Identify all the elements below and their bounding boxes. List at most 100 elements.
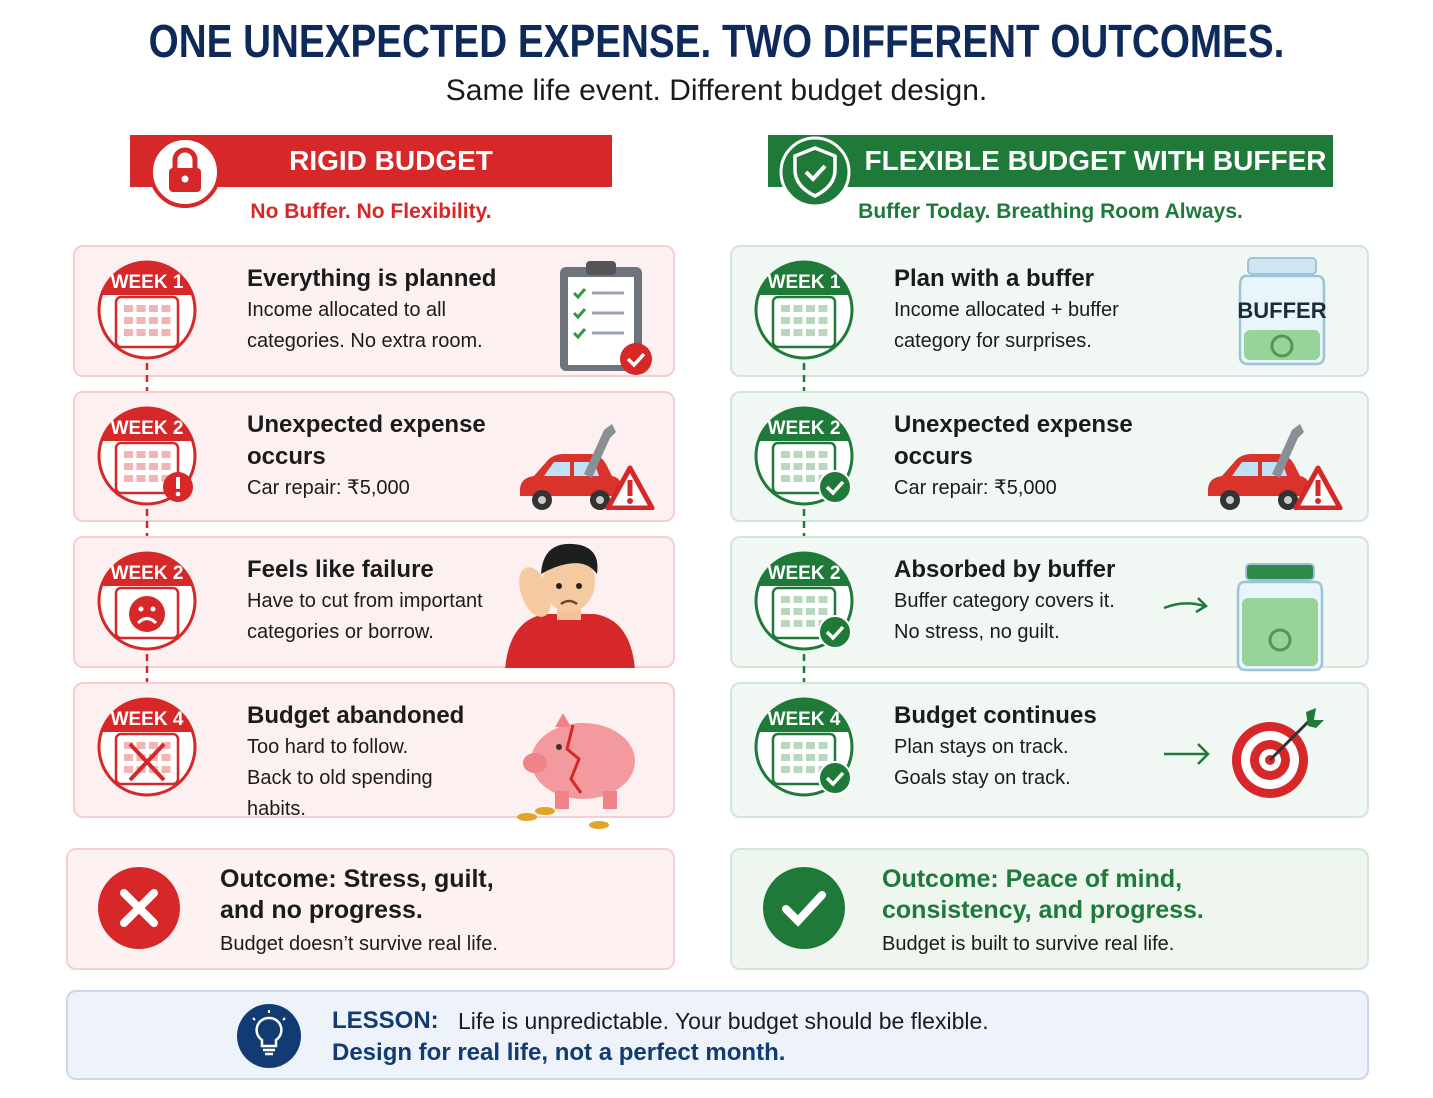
- icon-part: [589, 821, 609, 829]
- step-text: Budget abandoned Too hard to follow. Back …: [247, 700, 517, 825]
- icon-part: [592, 291, 624, 335]
- icon-part: [793, 475, 803, 482]
- icon-part: [172, 147, 198, 168]
- icon-part: [825, 625, 845, 641]
- step-text: Budget continues Plan stays on track. Goal…: [894, 700, 1164, 794]
- icon-part: [781, 766, 790, 773]
- step-description: categories. No extra room.: [247, 330, 483, 352]
- step-illustration: [1163, 563, 1324, 672]
- step-illustration: [1208, 424, 1343, 510]
- outcome-summary: Budget doesn’t survive real life.: [220, 933, 498, 955]
- step-text: Feels like failure Have to cut from impor…: [247, 554, 517, 648]
- outcome-text: Outcome: Stress, guilt, and no progress. B…: [220, 864, 498, 959]
- icon-part: [535, 807, 555, 815]
- icon-part: [793, 596, 803, 603]
- icon-part: [793, 620, 803, 627]
- icon-part: [560, 599, 578, 606]
- icon-part: [781, 305, 790, 312]
- step-description: Plan stays on track.: [894, 736, 1069, 758]
- icon-part: [1268, 628, 1292, 652]
- icon-part: WEEK 2: [768, 418, 841, 439]
- icon-part: [818, 608, 828, 615]
- step-title: Unexpected expense occurs: [247, 411, 486, 470]
- icon-part: [804, 164, 827, 182]
- icon-part: [758, 698, 850, 732]
- icon-part: [517, 813, 537, 821]
- column-banner: FLEXIBLE BUDGET WITH BUFFER: [768, 135, 1333, 187]
- step-description: Income allocated to all: [247, 299, 447, 321]
- icon-part: [584, 424, 616, 478]
- icon-part: [149, 742, 158, 749]
- icon-part: [1284, 496, 1292, 504]
- icon-part: [161, 451, 171, 458]
- icon-part: [136, 317, 146, 324]
- step-title: Everything is planned: [247, 265, 497, 292]
- icon-part: [793, 305, 803, 312]
- step-text: Absorbed by buffer Buffer category covers…: [894, 554, 1164, 648]
- week-badge: WEEK 4: [754, 697, 854, 797]
- icon-part: [149, 451, 158, 458]
- step-description: Have to cut from important: [247, 590, 483, 612]
- icon-part: [806, 620, 815, 627]
- icon-part: [806, 305, 815, 312]
- icon-part: [175, 491, 181, 497]
- icon-part: [572, 288, 587, 340]
- icon-part: [781, 742, 790, 749]
- week-badge: WEEK 2: [754, 551, 854, 651]
- step-title: Unexpected expense occurs: [894, 411, 1133, 470]
- step-description: Buffer category covers it.: [894, 590, 1115, 612]
- icon-part: [763, 867, 845, 949]
- icon-part: [161, 329, 171, 336]
- icon-part: [782, 891, 826, 927]
- icon-part: [519, 567, 551, 617]
- icon-part: [1242, 598, 1318, 666]
- icon-part: [806, 451, 815, 458]
- icon-part: [825, 480, 845, 496]
- icon-part: [282, 1017, 286, 1021]
- icon-part: [565, 724, 583, 794]
- icon-part: [781, 451, 790, 458]
- icon-part: [543, 552, 595, 612]
- icon-part: [1272, 424, 1304, 478]
- icon-part: [806, 596, 815, 603]
- icon-part: [124, 451, 133, 458]
- step-description: Car repair: ₹5,000: [894, 477, 1057, 499]
- icon-part: [520, 454, 622, 496]
- icon-part: [149, 475, 158, 482]
- icon-part: [793, 742, 803, 749]
- icon-part: [176, 477, 180, 489]
- week-badge: WEEK 1: [754, 260, 854, 360]
- icon-part: [136, 329, 146, 336]
- icon-part: [793, 451, 803, 458]
- step-title: Plan with a buffer: [894, 265, 1095, 292]
- icon-part: [1164, 743, 1210, 765]
- step-text: Everything is planned Income allocated to…: [247, 263, 517, 357]
- step-description: Too hard to follow.: [247, 736, 409, 758]
- icon-part: [758, 261, 850, 295]
- icon-part: [555, 791, 569, 809]
- icon-part: [603, 791, 617, 809]
- icon-part: [161, 754, 171, 761]
- icon-part: [541, 543, 598, 574]
- step-illustration: [505, 543, 635, 668]
- outcome-title: consistency, and progress.: [882, 896, 1204, 924]
- icon-part: WEEK 4: [768, 709, 841, 730]
- lock-icon: [149, 136, 221, 208]
- week-badge: WEEK 2: [754, 406, 854, 506]
- icon-part: [101, 698, 193, 732]
- outcome-icon: [98, 867, 180, 949]
- icon-part: [120, 889, 158, 927]
- icon-part: [806, 329, 815, 336]
- step-illustration: [1164, 708, 1324, 798]
- icon-part: [1315, 480, 1321, 496]
- icon-part: [161, 742, 171, 749]
- step-title: Budget continues: [894, 702, 1097, 729]
- icon-part: [161, 463, 171, 470]
- icon-part: [793, 463, 803, 470]
- icon-part: [556, 744, 562, 750]
- icon-part: [806, 317, 815, 324]
- icon-part: [818, 305, 828, 312]
- icon-part: [758, 552, 850, 586]
- icon-part: [1306, 708, 1324, 728]
